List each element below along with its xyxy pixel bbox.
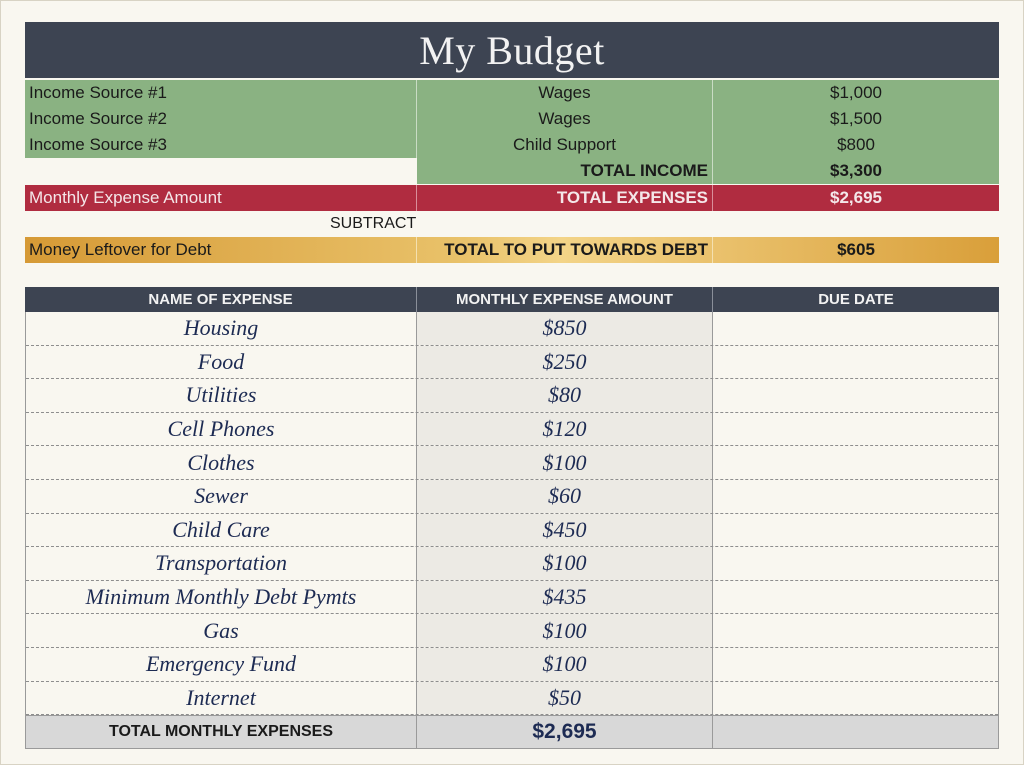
expense-name[interactable]: Internet	[26, 681, 417, 715]
total-expenses-amount: $2,695	[830, 188, 882, 207]
subtract-label: SUBTRACT	[330, 215, 417, 232]
expense-name[interactable]: Child Care	[26, 513, 417, 547]
expense-table-body: Housing $850 Food $250 Utilities $80 Cel…	[25, 312, 999, 716]
expense-amount[interactable]: $100	[417, 647, 713, 681]
table-row: Child Care $450	[26, 513, 998, 548]
expense-amount[interactable]: $100	[417, 614, 713, 647]
page-title: My Budget	[25, 22, 999, 78]
table-row: Housing $850	[26, 312, 998, 346]
expense-due[interactable]	[713, 682, 998, 715]
total-income-amount: $3,300	[713, 158, 999, 184]
expense-name[interactable]: Housing	[26, 312, 417, 345]
expense-due[interactable]	[713, 648, 998, 681]
expense-due[interactable]	[713, 312, 998, 345]
expense-name[interactable]: Gas	[26, 614, 417, 647]
expense-amount[interactable]: $50	[417, 681, 713, 715]
table-row: Transportation $100	[26, 547, 998, 581]
expense-amount[interactable]: $850	[417, 312, 713, 345]
table-row: Clothes $100	[26, 446, 998, 480]
expense-amount[interactable]: $450	[417, 513, 713, 547]
spacer	[25, 158, 417, 184]
table-row: Cell Phones $120	[26, 412, 998, 447]
expense-name[interactable]: Clothes	[26, 446, 417, 479]
expense-name[interactable]: Sewer	[26, 479, 417, 513]
expense-due[interactable]	[713, 346, 998, 379]
expense-name[interactable]: Cell Phones	[26, 412, 417, 446]
leftover-amount: $605	[837, 240, 875, 259]
expense-name[interactable]: Minimum Monthly Debt Pymts	[26, 580, 417, 614]
expense-total-row: TOTAL MONTHLY EXPENSES $2,695	[25, 715, 999, 749]
total-due-cell	[713, 716, 998, 748]
income-amount: $1,000	[830, 83, 882, 102]
table-row: Gas $100	[26, 614, 998, 648]
expense-due[interactable]	[713, 480, 998, 513]
total-income-row: TOTAL INCOME $3,300	[25, 158, 999, 184]
expense-amount[interactable]: $100	[417, 446, 713, 479]
table-row: Internet $50	[26, 681, 998, 716]
table-row: Utilities $80	[26, 379, 998, 413]
income-type: Wages	[417, 80, 713, 106]
expense-amount[interactable]: $120	[417, 412, 713, 446]
table-row: Sewer $60	[26, 479, 998, 514]
expense-name[interactable]: Food	[26, 345, 417, 379]
header-due-date: DUE DATE	[818, 291, 894, 308]
table-row: Emergency Fund $100	[26, 647, 998, 682]
income-amount: $800	[837, 135, 875, 154]
expense-due[interactable]	[713, 581, 998, 614]
total-monthly-expenses-label: TOTAL MONTHLY EXPENSES	[26, 716, 417, 748]
expense-amount[interactable]: $60	[417, 479, 713, 513]
expense-due[interactable]	[713, 413, 998, 446]
total-expenses-label: TOTAL EXPENSES	[417, 185, 713, 211]
expense-name[interactable]: Transportation	[26, 547, 417, 580]
table-row: Minimum Monthly Debt Pymts $435	[26, 580, 998, 615]
table-row: Food $250	[26, 345, 998, 380]
leftover-row: Money Leftover for Debt TOTAL TO PUT TOW…	[25, 237, 999, 263]
header-amount: MONTHLY EXPENSE AMOUNT	[417, 287, 713, 312]
income-type: Child Support	[417, 132, 713, 158]
income-amount: $1,500	[830, 109, 882, 128]
expense-table-header: NAME OF EXPENSE MONTHLY EXPENSE AMOUNT D…	[25, 287, 999, 312]
expense-name[interactable]: Utilities	[26, 379, 417, 412]
expense-amount[interactable]: $250	[417, 345, 713, 379]
expense-due[interactable]	[713, 446, 998, 479]
leftover-label: Money Leftover for Debt	[25, 237, 417, 263]
income-row-2: Income Source #2 Wages $1,500	[25, 106, 999, 133]
expense-due[interactable]	[713, 614, 998, 647]
income-label: Income Source #3	[25, 132, 417, 158]
expense-due[interactable]	[713, 547, 998, 580]
expense-summary-label: Monthly Expense Amount	[25, 185, 417, 211]
income-row-3: Income Source #3 Child Support $800	[25, 132, 999, 158]
expense-summary-row: Monthly Expense Amount TOTAL EXPENSES $2…	[25, 185, 999, 211]
expense-amount[interactable]: $80	[417, 379, 713, 412]
expense-due[interactable]	[713, 514, 998, 547]
expense-name[interactable]: Emergency Fund	[26, 647, 417, 681]
total-monthly-expenses-amount: $2,695	[417, 716, 713, 748]
income-row-1: Income Source #1 Wages $1,000	[25, 80, 999, 107]
income-label: Income Source #1	[25, 80, 417, 106]
leftover-total-label: TOTAL TO PUT TOWARDS DEBT	[417, 237, 713, 263]
income-label: Income Source #2	[25, 106, 417, 132]
expense-amount[interactable]: $435	[417, 580, 713, 614]
total-income-label: TOTAL INCOME	[417, 158, 713, 184]
expense-due[interactable]	[713, 379, 998, 412]
header-name: NAME OF EXPENSE	[25, 287, 417, 312]
expense-amount[interactable]: $100	[417, 547, 713, 580]
income-type: Wages	[417, 106, 713, 132]
